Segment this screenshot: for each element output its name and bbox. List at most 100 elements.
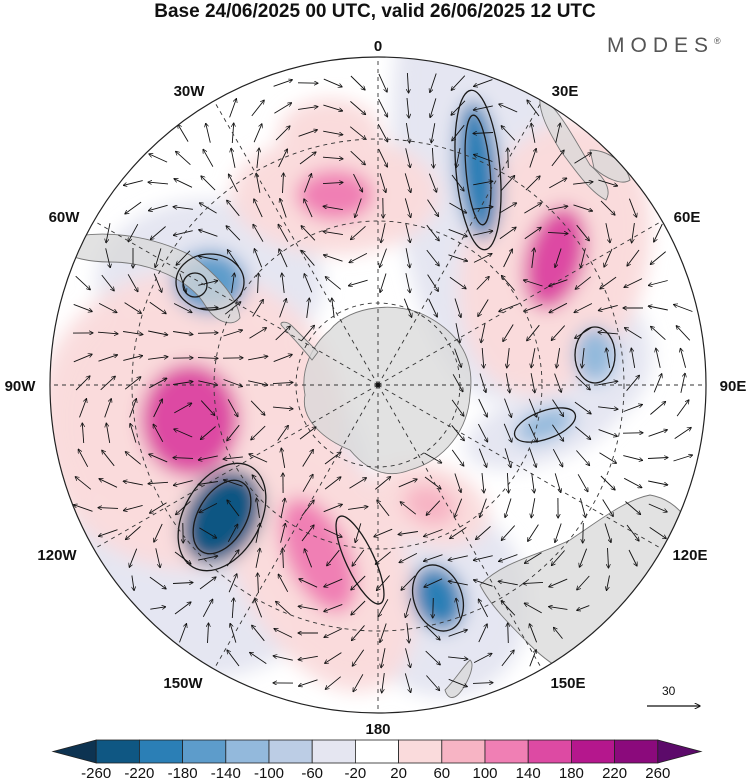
colorbar-swatch <box>138 739 183 764</box>
wind-vector <box>525 176 540 191</box>
wind-vector <box>278 149 288 168</box>
wind-vector <box>302 474 313 492</box>
wind-vector <box>252 300 264 317</box>
wind-vector <box>127 274 138 291</box>
wind-vector <box>353 173 363 192</box>
wind-vector <box>605 223 610 243</box>
wind-vector <box>199 230 218 237</box>
wind-vector <box>255 548 260 568</box>
wind-vector <box>426 224 439 241</box>
wind-vector <box>352 549 365 566</box>
contour-line <box>464 114 492 226</box>
registered-mark: ® <box>714 36 721 46</box>
wind-vector <box>198 455 218 460</box>
wind-vector <box>555 523 562 543</box>
contour-line <box>574 326 616 384</box>
colorbar-swatch <box>182 739 227 764</box>
wind-vector <box>148 357 168 360</box>
wind-vector <box>298 606 318 611</box>
wind-vector <box>529 448 537 468</box>
wind-vector <box>448 254 468 261</box>
wind-vector <box>424 554 443 562</box>
wind-vector <box>451 425 465 440</box>
wind-vector <box>273 656 293 661</box>
wind-vector <box>524 227 541 240</box>
wind-vector <box>227 500 240 517</box>
wind-vector <box>598 381 618 386</box>
wind-vector <box>203 149 214 167</box>
colorbar-tick-label: 180 <box>558 765 584 782</box>
wind-vector <box>651 326 666 341</box>
wind-vector <box>473 133 494 134</box>
wind-vector <box>673 455 693 462</box>
wind-vector <box>378 98 388 117</box>
wind-vector <box>124 302 142 314</box>
wind-vector <box>125 201 142 214</box>
wind-vector <box>280 523 286 543</box>
wind-vector <box>258 573 259 594</box>
wind-vector <box>425 650 441 665</box>
antarctic-peninsula-land <box>280 321 319 361</box>
wind-vector <box>199 503 218 512</box>
wind-vector <box>301 325 315 341</box>
wind-vector <box>449 276 466 289</box>
reference-vector-label: 30 <box>662 684 676 698</box>
wind-vector <box>476 277 489 290</box>
wind-vector <box>604 248 613 267</box>
wind-vector <box>649 527 667 538</box>
wind-vector <box>448 657 468 659</box>
wind-vector <box>324 578 343 587</box>
map-title: Base 24/06/2025 00 UTC, valid 26/06/2025… <box>154 1 596 22</box>
wind-vector <box>425 625 440 640</box>
wind-vector <box>325 277 341 290</box>
wind-vector <box>232 598 233 619</box>
wind-vector <box>123 356 142 361</box>
colorbar-swatch <box>484 739 529 764</box>
wind-vector <box>404 198 410 217</box>
wind-vector <box>555 123 560 143</box>
wind-vector <box>531 348 536 368</box>
wind-vector <box>577 605 590 611</box>
wind-vector <box>474 79 493 87</box>
wind-vector <box>105 248 111 267</box>
wind-vector <box>198 481 218 485</box>
wind-vector <box>549 302 568 312</box>
wind-vector <box>451 399 464 416</box>
wind-vector <box>582 348 584 368</box>
wind-vector <box>504 398 512 418</box>
africa-east-land <box>589 149 631 183</box>
wind-vector <box>632 223 635 243</box>
wind-vector <box>648 480 668 485</box>
colorbar-tick-label: -180 <box>167 765 198 782</box>
colorbar-swatch <box>441 739 486 764</box>
wind-vector <box>431 123 436 143</box>
wind-vector <box>275 126 290 141</box>
wind-vector <box>198 281 217 286</box>
wind-vector <box>252 625 265 642</box>
wind-vector <box>427 199 439 217</box>
wind-vector <box>173 230 193 236</box>
wind-vector <box>254 199 263 218</box>
wind-vector <box>327 549 340 566</box>
wind-vector <box>75 275 91 290</box>
wind-vector <box>283 548 284 569</box>
wind-vector <box>199 527 216 538</box>
colorbar-swatch <box>95 739 140 764</box>
meridian-line <box>213 100 379 386</box>
contour-lines <box>175 89 616 632</box>
wind-vector <box>149 154 168 163</box>
wind-vector <box>551 325 566 341</box>
map-body <box>50 57 706 713</box>
wind-vector <box>480 498 487 518</box>
wind-vector <box>349 253 368 262</box>
wind-vector <box>473 105 493 110</box>
wind-vector <box>551 550 565 566</box>
contour-line <box>454 89 502 251</box>
wind-vector <box>150 226 166 240</box>
wind-vector <box>599 452 617 464</box>
wind-vector <box>377 500 390 517</box>
wind-vector <box>174 602 191 615</box>
wind-vector <box>382 673 385 693</box>
wind-vector <box>508 148 509 169</box>
wind-vector <box>653 374 662 393</box>
